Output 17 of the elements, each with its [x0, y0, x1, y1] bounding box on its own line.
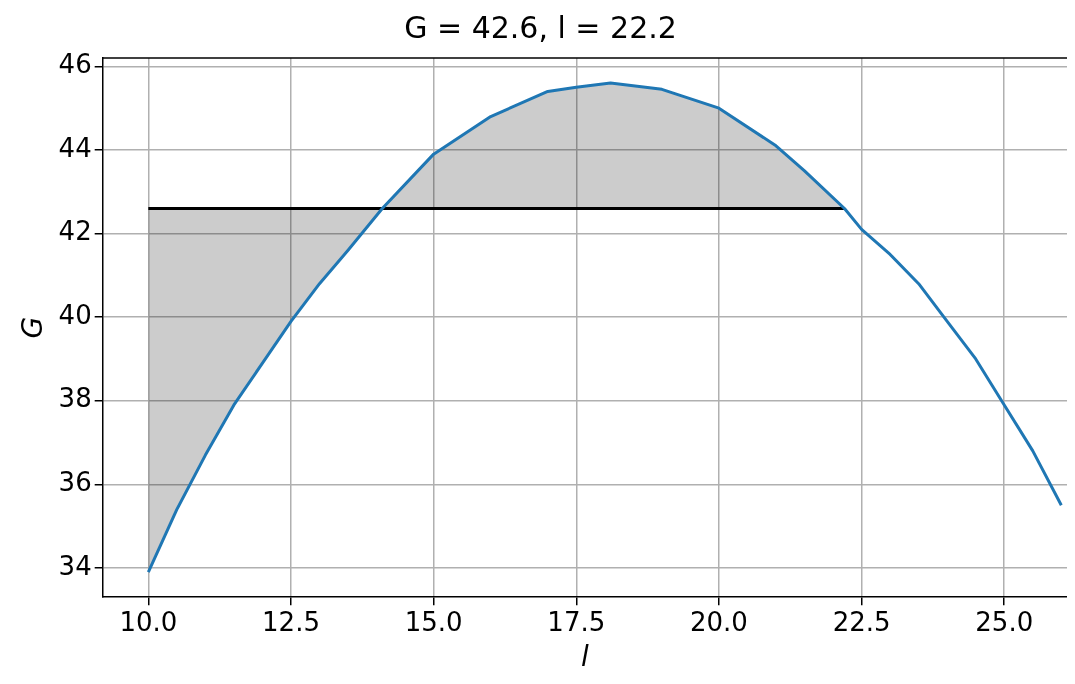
- y-tick-label: 42: [58, 216, 92, 247]
- y-tick-label: 44: [58, 132, 92, 163]
- x-tick-label: 12.5: [262, 606, 320, 637]
- y-tick-label: 34: [58, 550, 92, 581]
- x-tick-label: 15.0: [404, 606, 463, 637]
- x-tick-label: 17.5: [547, 606, 606, 637]
- x-tick-label: 20.0: [689, 606, 748, 637]
- y-tick-label: 46: [58, 49, 92, 80]
- x-tick-label: 25.0: [975, 606, 1034, 637]
- x-axis-title: l: [580, 640, 589, 674]
- y-tick-label: 36: [58, 467, 92, 498]
- y-tick-label: 38: [58, 383, 92, 414]
- y-axis-title: G: [16, 316, 50, 339]
- x-tick-label: 10.0: [119, 606, 178, 637]
- chart-title: G = 42.6, l = 22.2: [404, 9, 677, 45]
- x-tick-label: 22.5: [832, 606, 891, 637]
- y-tick-label: 40: [58, 299, 92, 330]
